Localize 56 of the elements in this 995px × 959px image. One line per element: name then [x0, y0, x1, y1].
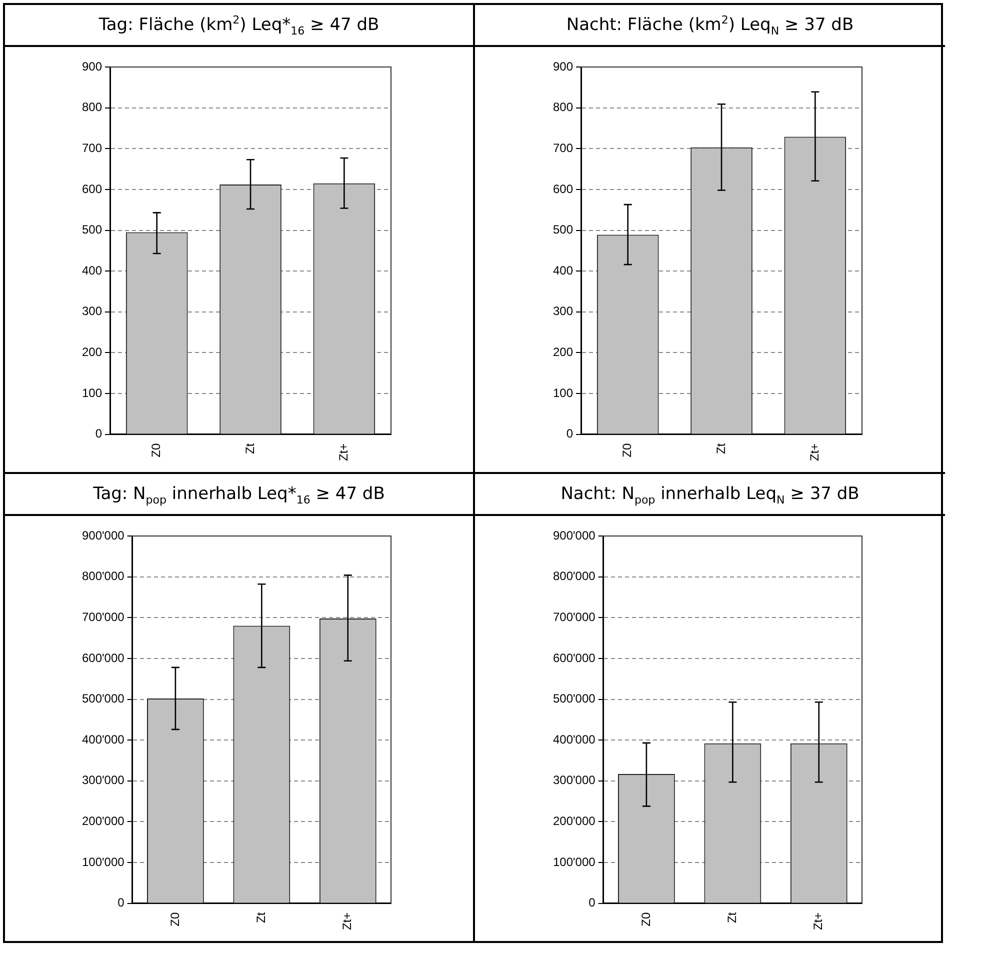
y-tick-label: 100'000 — [552, 854, 596, 869]
x-tick-label: Z0 — [149, 443, 164, 458]
y-tick-label: 0 — [566, 426, 574, 441]
y-tick-label: 800'000 — [552, 569, 596, 584]
y-tick-label: 0 — [118, 896, 125, 910]
chart-title: Nacht: Fläche (km$^{2}$) Leq$_{N}$ ≥ 37 dB — [475, 5, 945, 47]
y-tick-label: 500'000 — [82, 692, 125, 706]
y-tick-label: 100 — [552, 386, 574, 400]
y-tick-label: 600 — [552, 182, 574, 196]
y-tick-label: 400 — [82, 263, 102, 278]
y-tick-label: 300'000 — [82, 773, 125, 788]
x-tick-label: Zt+ — [811, 912, 826, 930]
x-tick-label: Zt — [724, 912, 739, 923]
y-tick-label: 600'000 — [82, 650, 125, 665]
y-tick-label: 400 — [552, 263, 574, 278]
y-tick-label: 200'000 — [82, 814, 125, 828]
x-tick-label: Zt+ — [340, 912, 354, 930]
y-tick-label: 500'000 — [552, 692, 596, 706]
x-tick-label: Zt — [242, 442, 257, 454]
y-tick-label: 900 — [82, 59, 102, 74]
y-tick-label: 400'000 — [552, 732, 596, 746]
y-tick-label: 400'000 — [82, 732, 125, 746]
chart-title: Tag: Fläche (km$^{2}$) Leq*$_{16}$ ≥ 47 dB — [5, 5, 473, 47]
chart-title: Nacht: N$_{pop}$ innerhalb Leq$_{N}$ ≥ 37 dB — [475, 472, 945, 516]
y-tick-label: 500 — [82, 222, 102, 237]
x-tick-label: Zt — [714, 442, 728, 454]
x-tick-label: Zt+ — [336, 443, 350, 461]
y-tick-label: 0 — [588, 896, 596, 910]
y-tick-label: 100 — [82, 386, 102, 400]
y-tick-label: 600'000 — [552, 650, 596, 665]
chart-title: Tag: N$_{pop}$ innerhalb Leq*$_{16}$ ≥ 47 dB — [5, 472, 473, 516]
y-tick-label: 200 — [552, 345, 574, 360]
y-tick-label: 500 — [552, 222, 574, 237]
y-tick-label: 600 — [82, 182, 102, 196]
y-tick-label: 800 — [552, 100, 574, 114]
y-tick-label: 300'000 — [552, 773, 596, 788]
y-tick-label: 900 — [552, 59, 574, 74]
x-tick-label: Z0 — [638, 912, 653, 926]
y-tick-label: 300 — [552, 304, 574, 318]
y-tick-label: 200'000 — [552, 814, 596, 828]
x-tick-label: Zt+ — [807, 443, 822, 461]
y-tick-label: 800'000 — [82, 569, 125, 584]
y-tick-label: 700 — [552, 140, 574, 155]
x-tick-label: Z0 — [620, 443, 634, 458]
y-tick-label: 800 — [82, 100, 102, 114]
y-tick-label: 100'000 — [82, 854, 125, 869]
y-tick-label: 700 — [82, 140, 102, 155]
y-tick-label: 700'000 — [82, 610, 125, 624]
x-tick-label: Z0 — [168, 912, 182, 926]
y-tick-label: 700'000 — [552, 610, 596, 624]
y-tick-label: 200 — [82, 345, 102, 360]
y-tick-label: 0 — [95, 426, 102, 441]
y-tick-label: 900'000 — [552, 528, 596, 542]
x-tick-label: Zt — [254, 912, 268, 923]
y-tick-label: 900'000 — [82, 528, 125, 542]
y-tick-label: 300 — [82, 304, 102, 318]
